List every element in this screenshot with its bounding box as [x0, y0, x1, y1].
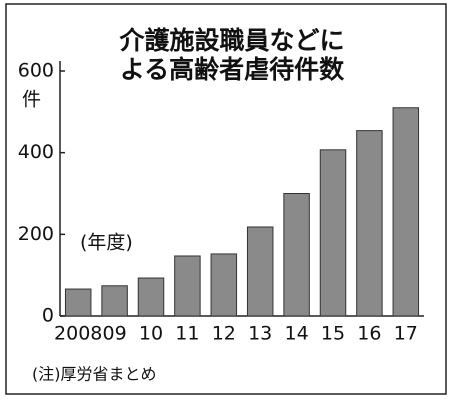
x-tick-label: 15 — [321, 323, 345, 345]
x-tick-label: 09 — [103, 323, 127, 345]
y-tick-label: 200 — [18, 223, 54, 245]
chart-subtitle: よる高齢者虐待件数 — [120, 55, 345, 84]
x-tick-label: 17 — [394, 323, 418, 345]
bar — [246, 226, 274, 317]
bar — [64, 288, 92, 317]
x-tick-label: 14 — [285, 323, 309, 345]
y-unit: 件 — [22, 89, 41, 111]
bar — [392, 107, 420, 317]
chart-title: 介護施設職員などに — [118, 26, 344, 55]
bar — [319, 149, 347, 317]
bar — [283, 193, 310, 317]
annotation: (年度) — [80, 232, 133, 254]
y-tick-label: 400 — [18, 141, 54, 163]
x-tick-label: 10 — [139, 323, 163, 345]
y-tick-label: 0 — [42, 305, 54, 327]
x-tick-label: 2008 — [54, 323, 102, 345]
x-tick-label: 13 — [248, 323, 272, 345]
x-tick-label: 11 — [175, 323, 199, 345]
bar — [101, 285, 128, 317]
bar — [137, 277, 165, 317]
x-tick-label: 16 — [357, 323, 381, 345]
y-tick-label: 600 — [18, 60, 54, 82]
bar — [356, 130, 383, 317]
source-note: (注)厚労省まとめ — [32, 365, 157, 384]
bar — [210, 253, 238, 317]
bar — [174, 255, 201, 317]
x-tick-label: 12 — [212, 323, 236, 345]
frame — [5, 3, 447, 395]
